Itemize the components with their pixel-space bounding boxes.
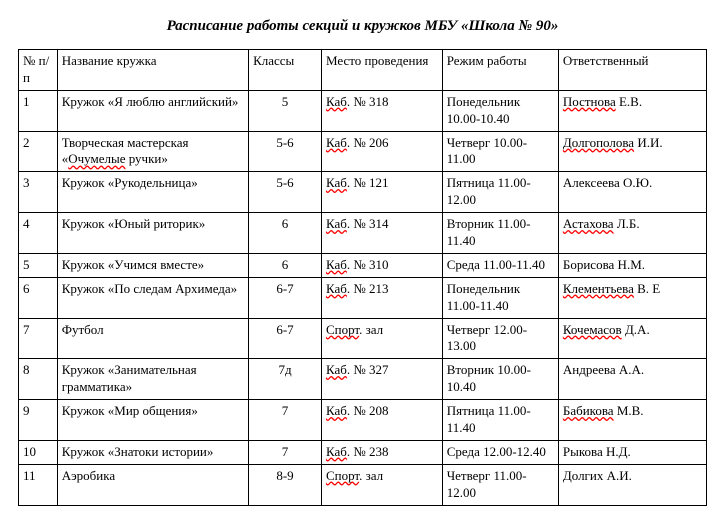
- cell-schedule: Четверг 12.00-13.00: [442, 318, 558, 359]
- cell-place: Каб. № 121: [321, 172, 442, 213]
- cell-name: Кружок «По следам Архимеда»: [57, 277, 248, 318]
- col-responsible: Ответственный: [558, 50, 706, 91]
- cell-responsible: Андреева А.А.: [558, 359, 706, 400]
- cell-name: Аэробика: [57, 464, 248, 505]
- cell-schedule: Понедельник 10.00-10.40: [442, 90, 558, 131]
- cell-place: Каб. № 213: [321, 277, 442, 318]
- cell-classes: 6-7: [249, 277, 322, 318]
- cell-classes: 5-6: [249, 172, 322, 213]
- table-row: 6Кружок «По следам Архимеда»6-7Каб. № 21…: [19, 277, 707, 318]
- cell-classes: 7: [249, 400, 322, 441]
- col-name: Название кружка: [57, 50, 248, 91]
- table-header: № п/п Название кружка Классы Место прове…: [19, 50, 707, 91]
- cell-name: Футбол: [57, 318, 248, 359]
- cell-schedule: Понедельник 11.00-11.40: [442, 277, 558, 318]
- cell-place: Спорт. зал: [321, 318, 442, 359]
- cell-name: Кружок «Знатоки истории»: [57, 440, 248, 464]
- cell-place: Спорт. зал: [321, 464, 442, 505]
- cell-name: Кружок «Мир общения»: [57, 400, 248, 441]
- page-title: Расписание работы секций и кружков МБУ «…: [18, 18, 707, 35]
- cell-responsible: Кочемасов Д.А.: [558, 318, 706, 359]
- cell-place: Каб. № 310: [321, 253, 442, 277]
- cell-responsible: Борисова Н.М.: [558, 253, 706, 277]
- cell-num: 2: [19, 131, 58, 172]
- table-row: 5Кружок «Учимся вместе»6Каб. № 310Среда …: [19, 253, 707, 277]
- cell-responsible: Астахова Л.Б.: [558, 213, 706, 254]
- cell-classes: 6: [249, 253, 322, 277]
- cell-classes: 5-6: [249, 131, 322, 172]
- cell-classes: 8-9: [249, 464, 322, 505]
- cell-num: 4: [19, 213, 58, 254]
- cell-num: 10: [19, 440, 58, 464]
- table-row: 2Творческая мастерская «Очумелые ручки»5…: [19, 131, 707, 172]
- cell-num: 9: [19, 400, 58, 441]
- cell-schedule: Пятница 11.00-11.40: [442, 400, 558, 441]
- table-row: 9Кружок «Мир общения»7Каб. № 208Пятница …: [19, 400, 707, 441]
- cell-num: 8: [19, 359, 58, 400]
- cell-num: 3: [19, 172, 58, 213]
- col-classes: Классы: [249, 50, 322, 91]
- cell-place: Каб. № 327: [321, 359, 442, 400]
- table-row: 8Кружок «Занимательная грамматика»7дКаб.…: [19, 359, 707, 400]
- cell-place: Каб. № 206: [321, 131, 442, 172]
- cell-num: 11: [19, 464, 58, 505]
- table-row: 3Кружок «Рукодельница»5-6Каб. № 121Пятни…: [19, 172, 707, 213]
- col-schedule: Режим работы: [442, 50, 558, 91]
- cell-schedule: Вторник 11.00-11.40: [442, 213, 558, 254]
- cell-classes: 7: [249, 440, 322, 464]
- cell-classes: 6-7: [249, 318, 322, 359]
- cell-responsible: Бабикова М.В.: [558, 400, 706, 441]
- cell-responsible: Постнова Е.В.: [558, 90, 706, 131]
- cell-classes: 7д: [249, 359, 322, 400]
- table-row: 1Кружок «Я люблю английский»5Каб. № 318П…: [19, 90, 707, 131]
- cell-num: 5: [19, 253, 58, 277]
- table-row: 10Кружок «Знатоки истории»7Каб. № 238Сре…: [19, 440, 707, 464]
- table-body: 1Кружок «Я люблю английский»5Каб. № 318П…: [19, 90, 707, 505]
- cell-place: Каб. № 208: [321, 400, 442, 441]
- cell-classes: 5: [249, 90, 322, 131]
- cell-schedule: Четверг 10.00-11.00: [442, 131, 558, 172]
- cell-num: 1: [19, 90, 58, 131]
- cell-responsible: Алексеева О.Ю.: [558, 172, 706, 213]
- cell-schedule: Вторник 10.00-10.40: [442, 359, 558, 400]
- cell-schedule: Четверг 11.00-12.00: [442, 464, 558, 505]
- cell-name: Кружок «Рукодельница»: [57, 172, 248, 213]
- cell-schedule: Пятница 11.00-12.00: [442, 172, 558, 213]
- schedule-table: № п/п Название кружка Классы Место прове…: [18, 49, 707, 506]
- cell-num: 6: [19, 277, 58, 318]
- cell-responsible: Долгих А.И.: [558, 464, 706, 505]
- cell-place: Каб. № 238: [321, 440, 442, 464]
- cell-responsible: Клементьева В. Е: [558, 277, 706, 318]
- cell-name: Кружок «Учимся вместе»: [57, 253, 248, 277]
- col-num: № п/п: [19, 50, 58, 91]
- cell-schedule: Среда 11.00-11.40: [442, 253, 558, 277]
- table-row: 11Аэробика8-9Спорт. залЧетверг 11.00-12.…: [19, 464, 707, 505]
- cell-classes: 6: [249, 213, 322, 254]
- col-place: Место проведения: [321, 50, 442, 91]
- cell-responsible: Рыкова Н.Д.: [558, 440, 706, 464]
- cell-schedule: Среда 12.00-12.40: [442, 440, 558, 464]
- table-row: 7Футбол6-7Спорт. залЧетверг 12.00-13.00К…: [19, 318, 707, 359]
- cell-name: Кружок «Юный риторик»: [57, 213, 248, 254]
- cell-place: Каб. № 318: [321, 90, 442, 131]
- cell-name: Кружок «Я люблю английский»: [57, 90, 248, 131]
- table-row: 4Кружок «Юный риторик»6Каб. № 314Вторник…: [19, 213, 707, 254]
- cell-responsible: Долгополова И.И.: [558, 131, 706, 172]
- cell-name: Кружок «Занимательная грамматика»: [57, 359, 248, 400]
- cell-num: 7: [19, 318, 58, 359]
- cell-name: Творческая мастерская «Очумелые ручки»: [57, 131, 248, 172]
- cell-place: Каб. № 314: [321, 213, 442, 254]
